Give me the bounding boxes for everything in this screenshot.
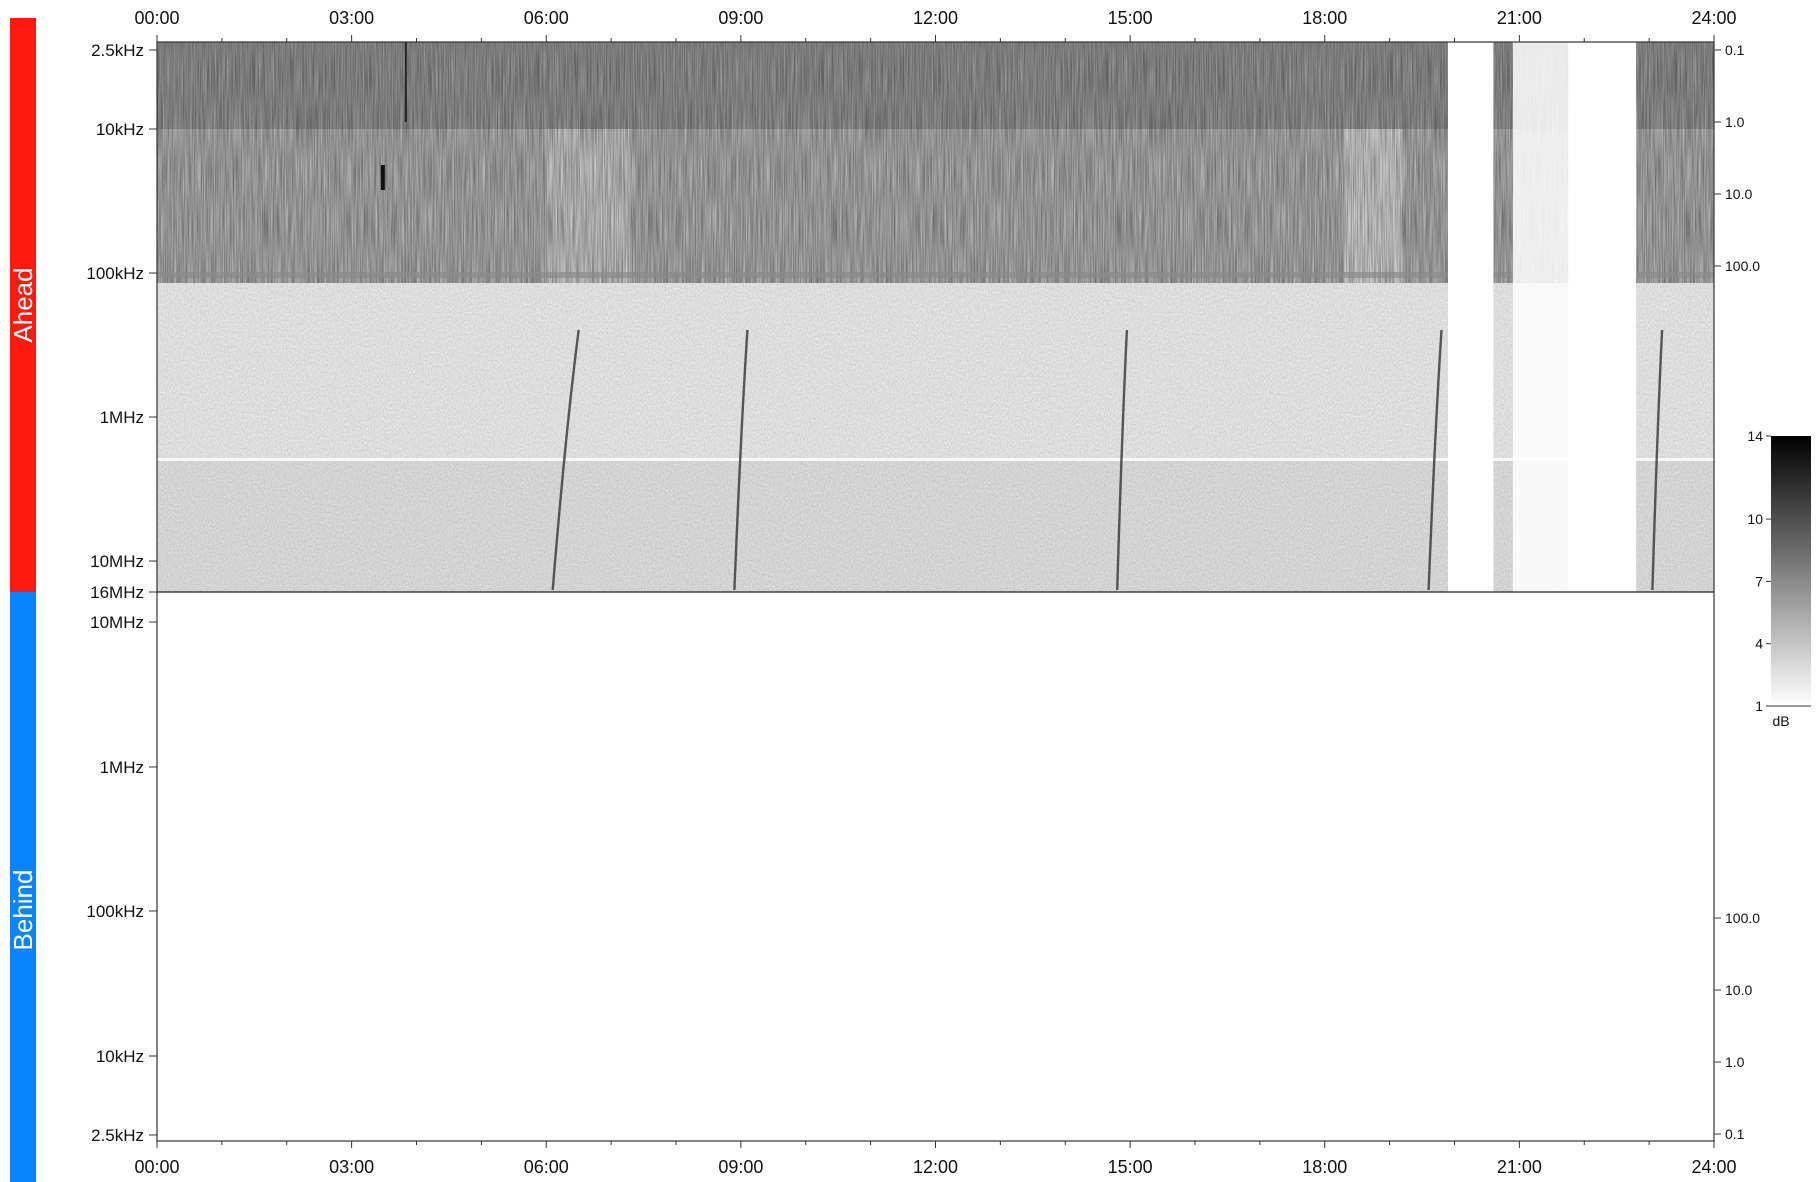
x-tick-label: 24:00 bbox=[1691, 8, 1736, 28]
y-tick-label: 2.5kHz bbox=[91, 41, 144, 60]
x-tick-label: 24:00 bbox=[1691, 1157, 1736, 1177]
x-tick-label: 18:00 bbox=[1302, 8, 1347, 28]
radio-burst-4 bbox=[1427, 329, 1443, 591]
y-tick-label: 1MHz bbox=[100, 408, 144, 427]
colorbar-tick-label: 14 bbox=[1747, 428, 1763, 444]
right-tick-label: 0.1 bbox=[1725, 1126, 1745, 1142]
x-tick-label: 06:00 bbox=[524, 8, 569, 28]
x-tick-label: 03:00 bbox=[329, 1157, 374, 1177]
colorbar: 14 10 7 4 1 dB bbox=[1747, 428, 1811, 729]
y-tick-label: 1MHz bbox=[100, 758, 144, 777]
right-tick-label: 10.0 bbox=[1725, 982, 1752, 998]
radio-burst-3 bbox=[1116, 329, 1129, 591]
spectrogram-behind bbox=[157, 592, 1714, 1141]
radio-burst-1 bbox=[551, 329, 580, 591]
x-tick-label: 18:00 bbox=[1302, 1157, 1347, 1177]
x-tick-label: 03:00 bbox=[329, 8, 374, 28]
burst-spike bbox=[404, 42, 407, 122]
right-tick-label: 10.0 bbox=[1725, 186, 1752, 202]
side-label-ahead: Ahead bbox=[8, 267, 38, 342]
right-tick-label: 100.0 bbox=[1725, 258, 1760, 274]
x-tick-label: 21:00 bbox=[1497, 1157, 1542, 1177]
right-axis-ahead: 0.1 1.0 10.0 100.0 bbox=[1714, 42, 1760, 274]
radio-burst-2 bbox=[733, 329, 749, 591]
colorbar-tick-label: 10 bbox=[1747, 511, 1763, 527]
side-label-behind: Behind bbox=[8, 870, 38, 951]
right-tick-label: 1.0 bbox=[1725, 1054, 1745, 1070]
x-tick-label: 00:00 bbox=[134, 1157, 179, 1177]
x-tick-label: 12:00 bbox=[913, 1157, 958, 1177]
x-tick-label: 00:00 bbox=[134, 8, 179, 28]
y-tick-label: 10MHz bbox=[90, 552, 144, 571]
y-tick-label: 100kHz bbox=[86, 902, 144, 921]
colorbar-tick-label: 7 bbox=[1755, 573, 1763, 589]
data-gap-1 bbox=[1448, 42, 1494, 592]
x-tick-label: 09:00 bbox=[718, 1157, 763, 1177]
x-tick-label: 06:00 bbox=[524, 1157, 569, 1177]
x-tick-label: 15:00 bbox=[1108, 8, 1153, 28]
y-tick-label: 10kHz bbox=[96, 1047, 144, 1066]
y-tick-label: 10kHz bbox=[96, 120, 144, 139]
colorbar-tick-label: 1 bbox=[1755, 698, 1763, 714]
y-tick-label: 16MHz bbox=[90, 583, 144, 602]
right-tick-label: 0.1 bbox=[1725, 42, 1745, 58]
x-axis-top: 00:00 03:00 06:00 09:00 12:00 15:00 18:00 21:00… bbox=[134, 8, 1737, 42]
side-bar-behind: Behind bbox=[8, 592, 38, 1182]
colorbar-unit-label: dB bbox=[1772, 713, 1789, 729]
colorbar-gradient bbox=[1771, 436, 1811, 706]
burst-spike bbox=[380, 165, 385, 190]
y-axis-ahead: 2.5kHz 10kHz 100kHz 1MHz 10MHz 16MHz bbox=[86, 41, 157, 602]
empty-panel bbox=[157, 592, 1714, 1141]
x-tick-label: 15:00 bbox=[1108, 1157, 1153, 1177]
band-line-100khz bbox=[157, 272, 1714, 278]
x-tick-label: 09:00 bbox=[718, 8, 763, 28]
x-tick-label: 21:00 bbox=[1497, 8, 1542, 28]
colorbar-tick-label: 4 bbox=[1755, 636, 1763, 652]
y-axis-behind: 10MHz 1MHz 100kHz 10kHz 2.5kHz bbox=[86, 613, 157, 1145]
y-tick-label: 100kHz bbox=[86, 264, 144, 283]
right-axis-behind: 100.0 10.0 1.0 0.1 bbox=[1714, 910, 1760, 1142]
data-gap-2 bbox=[1568, 42, 1637, 592]
y-tick-label: 2.5kHz bbox=[91, 1126, 144, 1145]
right-tick-label: 1.0 bbox=[1725, 114, 1745, 130]
radio-burst-5 bbox=[1651, 329, 1664, 591]
x-tick-label: 12:00 bbox=[913, 8, 958, 28]
spectrogram-ahead bbox=[157, 42, 1714, 592]
y-tick-label: 10MHz bbox=[90, 613, 144, 632]
x-axis-bottom: 00:00 03:00 06:00 09:00 12:00 15:00 18:00 21:00… bbox=[134, 1141, 1737, 1177]
data-gap-partial bbox=[1512, 42, 1569, 592]
right-tick-label: 100.0 bbox=[1725, 910, 1760, 926]
side-bar-ahead: Ahead bbox=[8, 18, 38, 592]
band-separator bbox=[157, 458, 1714, 461]
